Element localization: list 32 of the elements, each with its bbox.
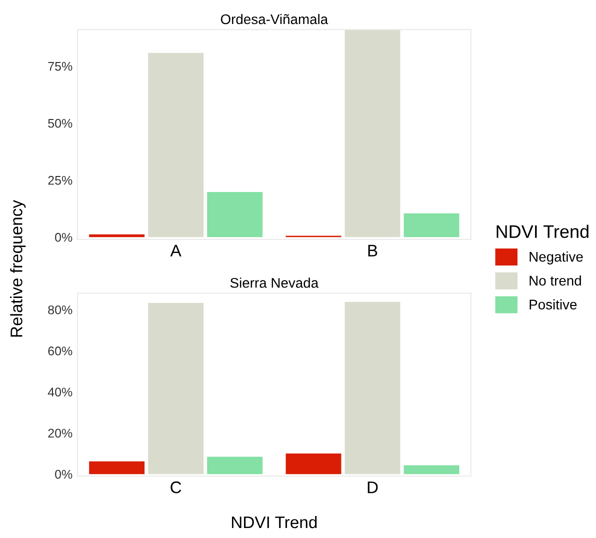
bar bbox=[344, 30, 400, 238]
x-tick-label: D bbox=[368, 482, 378, 494]
x-tick-label: B bbox=[368, 244, 378, 256]
bar bbox=[148, 52, 204, 238]
y-tick-label: 40% bbox=[48, 388, 72, 397]
legend-label: No trend bbox=[530, 275, 581, 286]
y-axis-title: Relative frequency bbox=[10, 200, 26, 337]
y-tick-label: 60% bbox=[48, 346, 72, 356]
x-tick-label: C bbox=[170, 481, 182, 494]
y-tick-label: 25% bbox=[48, 176, 72, 185]
bar bbox=[207, 456, 263, 474]
legend-title: NDVI Trend bbox=[496, 224, 588, 238]
x-axis-title: NDVI Trend bbox=[232, 516, 317, 528]
x-tick-label: A bbox=[170, 244, 182, 256]
y-tick-label: 0% bbox=[55, 470, 72, 479]
bar bbox=[344, 302, 400, 474]
chart-title: Ordesa-Viñamala bbox=[220, 14, 328, 24]
y-tick-label: 0% bbox=[55, 232, 72, 242]
bar bbox=[89, 461, 145, 474]
chart-title: Sierra Nevada bbox=[230, 278, 319, 288]
bar bbox=[148, 302, 204, 474]
y-tick-label: 80% bbox=[48, 305, 72, 314]
bar bbox=[404, 213, 460, 238]
bar bbox=[286, 454, 342, 474]
bar bbox=[207, 192, 263, 238]
legend-label: Positive bbox=[530, 299, 577, 310]
bar bbox=[404, 465, 460, 474]
y-tick-label: 50% bbox=[48, 118, 72, 128]
bar bbox=[89, 234, 145, 238]
y-tick-label: 75% bbox=[48, 62, 72, 71]
y-tick-label: 20% bbox=[48, 428, 72, 438]
legend-label: Negative bbox=[530, 252, 583, 264]
